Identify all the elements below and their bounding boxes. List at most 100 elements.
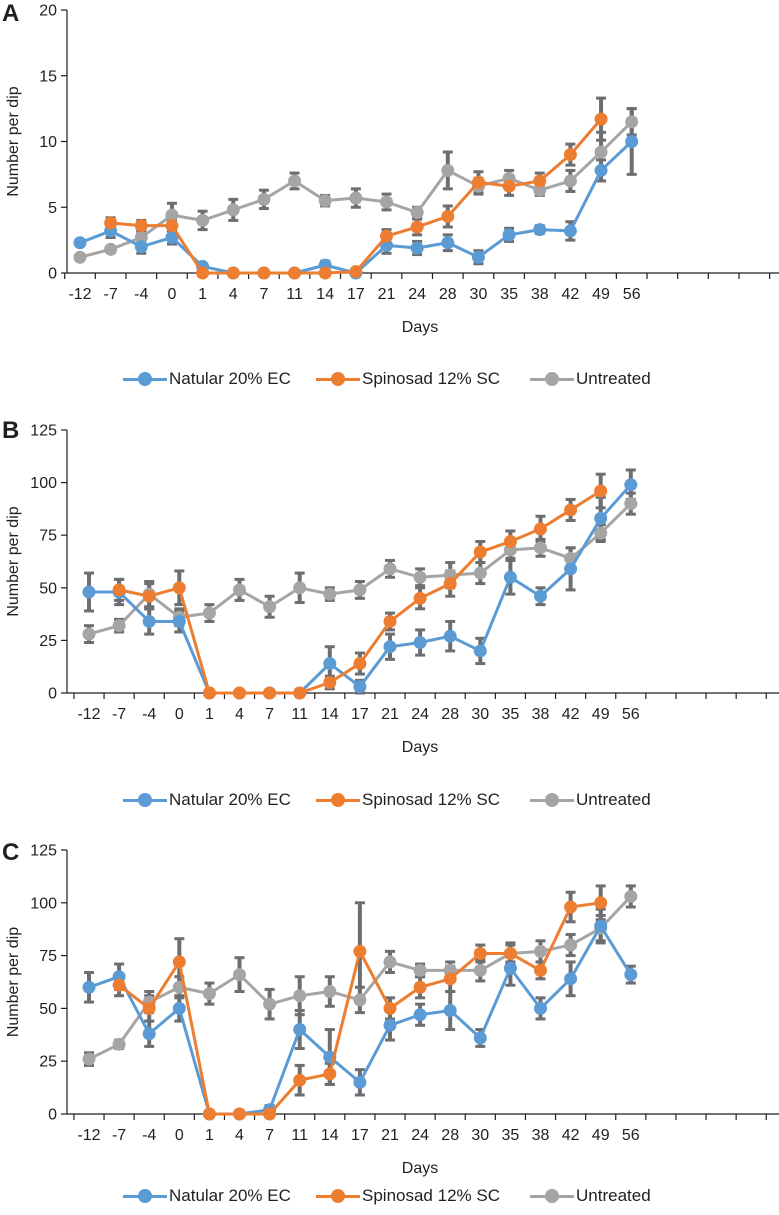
x-tick-label: 24 xyxy=(408,286,426,303)
untreated-data-point xyxy=(257,192,271,206)
untreated-data-point xyxy=(564,938,578,952)
natular-data-point xyxy=(353,1075,367,1089)
spinosad-data-point xyxy=(323,675,337,689)
panel-a: A 0 5 10 15 20 -12 -7 -4 0 1 4 7 11 14 17 21 24 28 30 35 38 4… xyxy=(0,0,779,395)
natular-data-point xyxy=(82,585,96,599)
panel-b: B 0 25 50 75 100 125 -12 -7 -4 0 1 4 7 11 14 17 21 24 28 30… xyxy=(0,415,779,815)
untreated-data-point xyxy=(353,993,367,1007)
x-tick-label: 14 xyxy=(321,1127,339,1144)
untreated-data-point xyxy=(473,566,487,580)
x-tick-label: -12 xyxy=(77,1127,100,1144)
legend-swatch-natular xyxy=(123,1181,167,1211)
untreated-data-point xyxy=(563,174,577,188)
x-tick-label: -4 xyxy=(134,286,148,303)
spinosad-data-point xyxy=(564,503,578,517)
legend-swatch-untreated xyxy=(530,1181,574,1211)
legend-swatch-spinosad xyxy=(316,785,360,815)
x-tick-label: 4 xyxy=(229,286,238,303)
legend-item-untreated: Untreated xyxy=(530,785,651,815)
natular-data-point xyxy=(73,236,87,250)
panel-b-legend: Natular 20% EC Spinosad 12% SC Untreated xyxy=(0,785,779,815)
untreated-data-point xyxy=(233,968,246,982)
legend-swatch-untreated xyxy=(530,364,574,394)
y-axis-title: Number per dip xyxy=(5,86,22,196)
spinosad-data-point xyxy=(112,583,126,597)
x-tick-label: 0 xyxy=(175,706,184,723)
spinosad-data-point xyxy=(443,972,457,986)
x-tick-label: -4 xyxy=(142,706,156,723)
untreated-data-point xyxy=(318,194,332,208)
natular-data-point xyxy=(142,614,156,628)
spinosad-data-point xyxy=(534,522,547,536)
untreated-data-point xyxy=(323,587,337,601)
panel-a-letter: A xyxy=(2,0,20,27)
spinosad-data-point xyxy=(594,112,608,126)
untreated-data-point xyxy=(413,570,427,584)
untreated-data-point xyxy=(323,985,337,999)
untreated-data-point xyxy=(533,183,547,197)
natular-data-point xyxy=(624,968,638,982)
x-tick-label: -4 xyxy=(142,1127,156,1144)
untreated-data-point xyxy=(104,242,118,256)
natular-data-point xyxy=(413,636,427,650)
y-tick-label: 20 xyxy=(39,3,57,20)
x-tick-label: 42 xyxy=(562,286,580,303)
y-tick-label: 125 xyxy=(30,423,57,440)
spinosad-data-point xyxy=(533,174,547,188)
spinosad-data-point xyxy=(172,955,186,969)
spinosad-data-point xyxy=(383,614,397,628)
x-tick-label: 0 xyxy=(175,1127,184,1144)
legend-label-untreated: Untreated xyxy=(576,790,651,809)
untreated-data-point xyxy=(202,987,216,1001)
y-axis-title: Number per dip xyxy=(5,927,22,1037)
y-tick-label: 25 xyxy=(39,633,57,650)
x-tick-label: 28 xyxy=(441,706,459,723)
natular-data-point xyxy=(172,614,186,628)
x-tick-label: 30 xyxy=(471,706,489,723)
y-tick-label: 0 xyxy=(48,1107,57,1124)
untreated-data-point xyxy=(624,497,638,511)
x-tick-label: 21 xyxy=(378,286,396,303)
y-tick-label: 5 xyxy=(48,200,57,217)
x-tick-label: 7 xyxy=(259,286,268,303)
x-tick-label: 30 xyxy=(471,1127,489,1144)
x-tick-label: 24 xyxy=(411,1127,429,1144)
x-tick-label: 11 xyxy=(291,1127,308,1144)
spinosad-data-point xyxy=(564,900,578,914)
untreated-data-point xyxy=(380,195,393,209)
spinosad-data-point xyxy=(202,1107,216,1121)
legend-item-spinosad: Spinosad 12% SC xyxy=(316,364,500,394)
legend-label-natular: Natular 20% EC xyxy=(169,1186,291,1205)
untreated-data-point xyxy=(594,145,608,159)
spinosad-data-point xyxy=(263,1107,277,1121)
legend-item-spinosad: Spinosad 12% SC xyxy=(316,785,500,815)
untreated-data-point xyxy=(293,989,307,1003)
untreated-data-point xyxy=(288,174,302,188)
x-tick-label: 7 xyxy=(265,706,274,723)
x-tick-label: 4 xyxy=(235,706,244,723)
spinosad-data-point xyxy=(165,219,179,233)
x-tick-label: -7 xyxy=(112,1127,126,1144)
spinosad-data-point xyxy=(288,266,302,280)
untreated-data-point xyxy=(624,889,638,903)
panel-a-legend: Natular 20% EC Spinosad 12% SC Untreated xyxy=(0,364,779,394)
natular-data-point xyxy=(443,1004,457,1018)
natular-data-point xyxy=(624,478,638,492)
legend-item-untreated: Untreated xyxy=(530,364,651,394)
spinosad-data-point xyxy=(594,484,608,498)
y-tick-label: 0 xyxy=(48,686,57,703)
natular-data-point xyxy=(471,250,485,264)
spinosad-data-point xyxy=(443,577,457,591)
x-tick-label: 30 xyxy=(470,286,488,303)
x-tick-label: 14 xyxy=(316,286,334,303)
x-tick-label: 21 xyxy=(381,1127,399,1144)
x-tick-label: 56 xyxy=(622,1127,640,1144)
spinosad-data-point xyxy=(104,216,118,230)
panel-c: C 0 25 50 75 100 125 -12 -7 -4 0 1 4 7 11 14 17 21 24 28 30… xyxy=(0,835,779,1215)
x-tick-label: 1 xyxy=(205,706,214,723)
spinosad-data-point xyxy=(257,266,271,280)
x-tick-label: 42 xyxy=(562,706,580,723)
spinosad-data-point xyxy=(233,1107,246,1121)
natular-data-point xyxy=(142,1027,156,1041)
legend-swatch-natular xyxy=(123,785,167,815)
